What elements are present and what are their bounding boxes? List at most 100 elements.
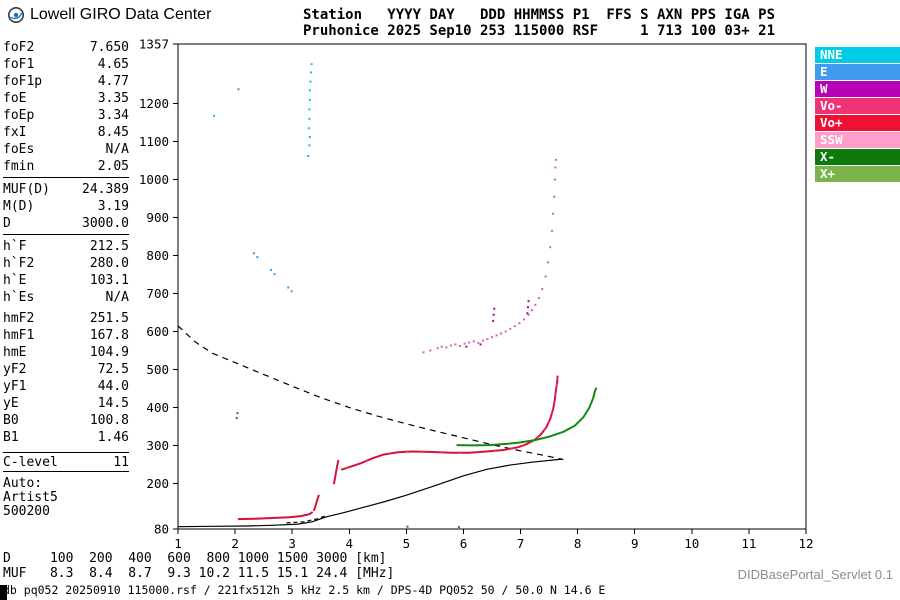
x-tick-label: 2: [231, 536, 239, 551]
param-value: N/A: [105, 290, 129, 305]
param-row-hmf2: hmF2 251.5: [3, 310, 129, 327]
y-tick-label: 300: [146, 438, 169, 453]
param-group-1: foF2 7.650 foF1 4.65 foF1p 4.77 foE 3.35 foEp 3.3…: [3, 39, 129, 178]
param-row-fxi: fxI 8.45: [3, 124, 129, 141]
y-tick-label: 700: [146, 286, 169, 301]
param-label: h`Es: [3, 290, 35, 305]
c-level-row: C-level 11: [3, 452, 129, 472]
param-label: yE: [3, 396, 19, 411]
param-value: 7.650: [89, 40, 129, 55]
y-tick-label: 500: [146, 362, 169, 377]
x-tick-label: 4: [346, 536, 354, 551]
x-tick-label: 6: [460, 536, 468, 551]
brand: Lowell GIRO Data Center: [7, 6, 211, 24]
trace-nne-echo-column: [212, 63, 313, 130]
param-value: 72.5: [97, 362, 129, 377]
param-row-m-d-: M(D) 3.19: [3, 198, 129, 215]
param-value: 4.77: [97, 74, 129, 89]
param-value: 24.389: [82, 182, 129, 197]
param-row-h-f: h`F 212.5: [3, 238, 129, 255]
x-tick-label: 1: [174, 536, 182, 551]
legend-item-x+: X+: [815, 166, 900, 182]
param-label: foE: [3, 91, 27, 106]
y-tick-label: 800: [146, 248, 169, 263]
param-value: 3000.0: [82, 216, 129, 231]
param-row-foes: foEs N/A: [3, 141, 129, 158]
trace-hf-baseline-curve: [177, 458, 562, 528]
param-group-3: h`F 212.5 h`F2 280.0 h`E 103.1 h`Es N/A: [3, 238, 129, 306]
header-block: Station YYYY DAY DDD HHMMSS P1 FFS S AXN…: [303, 7, 775, 39]
legend-item-ssw: SSW: [815, 132, 900, 148]
distance-row: D 100 200 400 600 800 1000 1500 3000 [km…: [3, 551, 387, 566]
x-tick-label: 11: [741, 536, 756, 551]
trace-e-layer-dashed-segment: [286, 515, 327, 524]
direction-legend: NNE E W Vo- Vo+ SSW X- X+: [815, 47, 900, 183]
param-group-2: MUF(D) 24.389 M(D) 3.19 D 3000.0: [3, 181, 129, 235]
x-tick-label: 12: [798, 536, 813, 551]
auto-line-3: 500200: [3, 504, 50, 519]
c-level-label: C-level: [3, 455, 58, 470]
param-value: 167.8: [89, 328, 129, 343]
param-label: fmin: [3, 159, 35, 174]
param-row-fof1p: foF1p 4.77: [3, 73, 129, 90]
param-value: N/A: [105, 142, 129, 157]
legend-item-nne: NNE: [815, 47, 900, 63]
y-tick-label: 1200: [139, 96, 169, 111]
param-row-fof1: foF1 4.65: [3, 56, 129, 73]
muf-row: MUF 8.3 8.4 8.7 9.3 10.2 11.5 15.1 24.4 …: [3, 566, 395, 581]
autoscaling-info: Auto: Artist5 500200: [3, 477, 129, 519]
param-value: 44.0: [97, 379, 129, 394]
legend-item-e: E: [815, 64, 900, 80]
param-row-h-f2: h`F2 280.0: [3, 255, 129, 272]
trace-muf-transmission-curve: [177, 325, 564, 461]
trace-w-echo-strings: [465, 300, 530, 348]
param-row-d: D 3000.0: [3, 215, 129, 232]
param-value: 4.65: [97, 57, 129, 72]
param-row-ye: yE 14.5: [3, 395, 129, 412]
param-row-foe: foE 3.35: [3, 90, 129, 107]
y-tick-label: 400: [146, 400, 169, 415]
param-label: hmE: [3, 345, 27, 360]
param-row-yf1: yF1 44.0: [3, 378, 129, 395]
x-tick-label: 3: [288, 536, 296, 551]
param-row-yf2: yF2 72.5: [3, 361, 129, 378]
trace-e-echo-specks: [237, 88, 311, 293]
y-tick-label: 600: [146, 324, 169, 339]
auto-line-1: Auto:: [3, 476, 43, 491]
header-line-2: Pruhonice 2025 Sep10 253 115000 RSF 1 71…: [303, 23, 776, 39]
y-tick-label: 200: [146, 476, 169, 491]
param-label: MUF(D): [3, 182, 50, 197]
param-label: foF2: [3, 40, 35, 55]
param-label: B1: [3, 430, 19, 445]
param-row-fof2: foF2 7.650: [3, 39, 129, 56]
legend-item-vo-: Vo-: [815, 98, 900, 114]
param-value: 3.35: [97, 91, 129, 106]
param-value: 212.5: [89, 239, 129, 254]
trace-o-trace-e-region: [237, 511, 314, 521]
param-value: 2.05: [97, 159, 129, 174]
param-row-b0: B0 100.8: [3, 412, 129, 429]
param-label: D: [3, 216, 11, 231]
param-value: 104.9: [89, 345, 129, 360]
param-row-h-es: h`Es N/A: [3, 289, 129, 306]
param-label: h`E: [3, 273, 27, 288]
footer-block: D 100 200 400 600 800 1000 1500 3000 [km…: [3, 551, 605, 598]
y-axis: 80 200 300 400 500 600 700 800 900 1000 1100 1200 13…: [139, 37, 178, 537]
legend-item-vo+: Vo+: [815, 115, 900, 131]
brand-title: Lowell GIRO Data Center: [30, 6, 212, 23]
param-label: fxI: [3, 125, 27, 140]
param-value: 3.19: [97, 199, 129, 214]
x-tick-label: 5: [403, 536, 411, 551]
param-value: 103.1: [89, 273, 129, 288]
param-label: M(D): [3, 199, 35, 214]
param-row-b1: B1 1.46: [3, 429, 129, 446]
param-label: foF1: [3, 57, 35, 72]
y-tick-label: 1100: [139, 134, 169, 149]
param-label: foEp: [3, 108, 35, 123]
giro-logo-icon: [7, 6, 25, 24]
param-value: 100.8: [89, 413, 129, 428]
param-row-fmin: fmin 2.05: [3, 158, 129, 175]
trace-o-trace-f-cusp: [312, 494, 320, 512]
legend-item-w: W: [815, 81, 900, 97]
